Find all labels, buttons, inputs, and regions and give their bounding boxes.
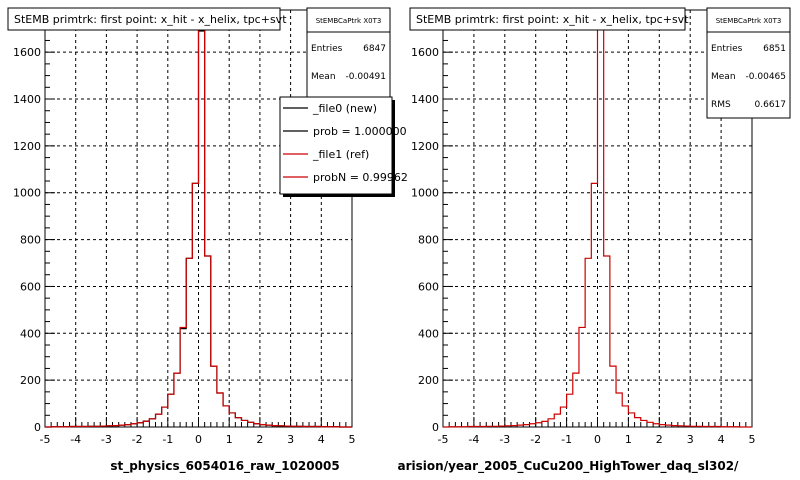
stats-value: 6847 xyxy=(363,44,386,54)
stats-value: -0.00465 xyxy=(746,72,786,82)
x-tick-label: -4 xyxy=(70,433,81,446)
stats-name: StEMBCaPtrk X0T3 xyxy=(316,17,382,25)
y-tick-label: 600 xyxy=(20,280,41,293)
stats-value: 0.6617 xyxy=(755,100,787,110)
y-tick-label: 1400 xyxy=(411,93,439,106)
x-tick-label: 3 xyxy=(287,433,294,446)
stats-value: -0.00491 xyxy=(346,72,386,82)
stats-label: Entries xyxy=(711,44,743,54)
x-tick-label: -1 xyxy=(162,433,173,446)
x-tick-label: 2 xyxy=(256,433,263,446)
legend-entry: _file1 (ref) xyxy=(312,148,369,161)
x-tick-label: 2 xyxy=(656,433,663,446)
y-tick-label: 1600 xyxy=(13,46,41,59)
x-tick-label: -2 xyxy=(530,433,541,446)
x-tick-label: 4 xyxy=(718,433,725,446)
histogram-series-1 xyxy=(443,29,752,428)
stats-label: RMS xyxy=(711,100,731,110)
y-tick-label: 600 xyxy=(418,280,439,293)
x-tick-label: -5 xyxy=(438,433,449,446)
x-tick-label: -4 xyxy=(468,433,479,446)
stats-name: StEMBCaPtrk X0T3 xyxy=(716,17,782,25)
y-tick-label: 400 xyxy=(418,327,439,340)
histogram-series-2 xyxy=(45,29,352,428)
x-tick-label: -2 xyxy=(132,433,143,446)
legend-box xyxy=(279,96,393,195)
x-axis-title: st_physics_6054016_raw_1020005 xyxy=(110,459,339,474)
histogram-panel-2 xyxy=(409,7,791,428)
stats-box xyxy=(706,7,791,119)
title-box xyxy=(7,7,281,31)
title-box xyxy=(409,7,686,31)
y-tick-label: 800 xyxy=(418,234,439,247)
y-tick-label: 1600 xyxy=(411,46,439,59)
y-tick-label: 1400 xyxy=(13,93,41,106)
y-tick-label: 1000 xyxy=(411,187,439,200)
x-tick-label: 5 xyxy=(749,433,756,446)
x-tick-label: -1 xyxy=(561,433,572,446)
y-tick-label: 400 xyxy=(20,327,41,340)
x-tick-label: 3 xyxy=(687,433,694,446)
x-tick-label: -3 xyxy=(499,433,510,446)
legend-entry: prob = 1.000000 xyxy=(313,125,407,138)
stats-label: Entries xyxy=(311,44,343,54)
y-tick-label: 800 xyxy=(20,234,41,247)
x-tick-label: 1 xyxy=(226,433,233,446)
legend-entry: probN = 0.99962 xyxy=(313,171,408,184)
y-tick-label: 0 xyxy=(432,421,439,434)
y-tick-label: 1200 xyxy=(13,140,41,153)
y-tick-label: 200 xyxy=(418,374,439,387)
legend-entry: _file0 (new) xyxy=(312,102,377,115)
x-tick-label: 1 xyxy=(625,433,632,446)
x-tick-label: 0 xyxy=(594,433,601,446)
stats-label: Mean xyxy=(711,72,736,82)
y-tick-label: 1000 xyxy=(13,187,41,200)
chart-title: StEMB primtrk: first point: x_hit - x_he… xyxy=(416,13,689,26)
x-tick-label: 0 xyxy=(195,433,202,446)
x-tick-label: -3 xyxy=(101,433,112,446)
histogram-panel-1 xyxy=(7,7,395,428)
stats-label: Mean xyxy=(311,72,336,82)
stats-value: 6851 xyxy=(763,44,786,54)
y-tick-label: 200 xyxy=(20,374,41,387)
x-axis-title: arision/year_2005_CuCu200_HighTower_daq_… xyxy=(398,459,740,474)
x-tick-label: 4 xyxy=(318,433,325,446)
y-tick-label: 1200 xyxy=(411,140,439,153)
x-tick-label: -5 xyxy=(40,433,51,446)
y-tick-label: 0 xyxy=(34,421,41,434)
x-tick-label: 5 xyxy=(349,433,356,446)
chart-title: StEMB primtrk: first point: x_hit - x_he… xyxy=(14,13,287,26)
